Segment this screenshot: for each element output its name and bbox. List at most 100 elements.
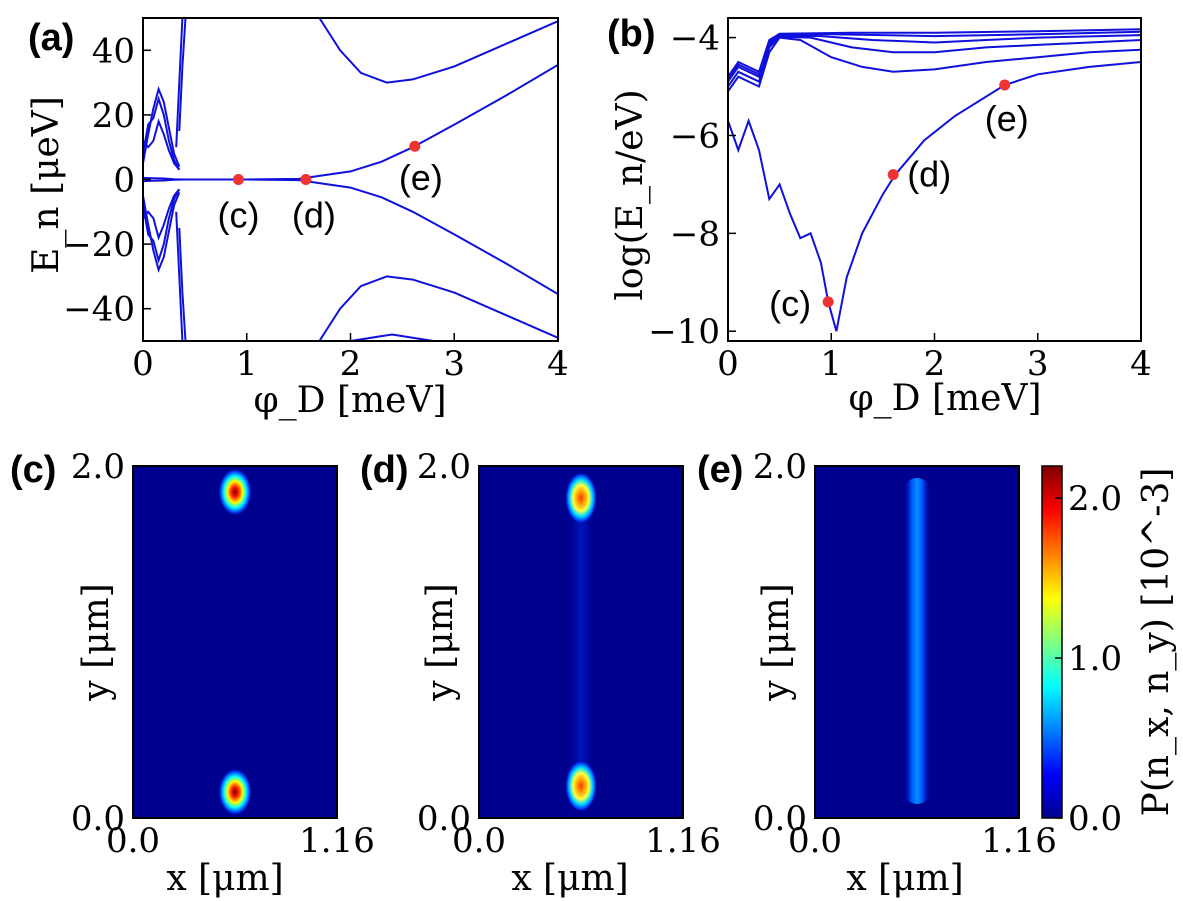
panel-a-ytick-label: 40	[92, 31, 135, 71]
heatmap-c-peak-top	[218, 468, 252, 516]
panel-b-xtick-label: 4	[1130, 344, 1152, 384]
heatmap-d-ylabel: y [μm]	[420, 583, 461, 701]
colorbar-tick-label: 0.0	[1068, 799, 1122, 839]
panel-b-ytick-label: −4	[670, 19, 720, 59]
panel-a-series-2	[318, 18, 558, 84]
panel-a-curves	[143, 18, 558, 341]
panel-a-ytick-label: 0	[113, 161, 135, 201]
heatmap-c-peak-bottom	[218, 768, 252, 816]
heatmap-d-frame	[478, 465, 684, 819]
panel-a-ytick-label: 20	[92, 96, 135, 136]
colorbar: 0.0 1.0 2.0 P(n_x, n_y) [10^-3]	[1041, 465, 1177, 839]
panel-label-e: (e)	[697, 449, 743, 491]
panel-a-series-10	[143, 188, 181, 241]
heatmap-e-ytick-bottom: 0.0	[753, 799, 807, 839]
panel-b-markers: (c) (d) (e)	[769, 79, 1029, 324]
heatmap-e-xtick-left: 0.0	[788, 821, 842, 861]
heatmap-d-xtick-right: 1.16	[645, 821, 721, 861]
panel-a-series-5	[143, 85, 181, 167]
panel-a-series-0	[143, 63, 558, 181]
panel-b-series-3	[728, 34, 1141, 83]
panel-a-marker-label-2: (e)	[399, 157, 443, 198]
panel-a-xtick-label: 3	[443, 344, 465, 384]
panel-a-series-4	[350, 333, 434, 341]
heatmap-c-ylabel: y [μm]	[76, 583, 117, 701]
panel-a-series-13	[175, 211, 184, 341]
heatmap-e-ylabel: y [μm]	[756, 583, 797, 701]
panel-b-marker-label-1: (d)	[907, 154, 951, 195]
panel-label-d: (d)	[360, 449, 409, 491]
heatmap-c-xtick-left: 0.0	[106, 821, 160, 861]
panel-b-xtick-label: 3	[1027, 344, 1049, 384]
panel-b-marker-1	[887, 169, 899, 181]
panel-b-marker-0	[822, 296, 834, 308]
panel-a-ticks: 0 1 2 3 4 40 20 0 −20 −40	[63, 31, 569, 384]
panel-c: (c) 2.0 0.0 0.0 1.16 x [μm] y [μm]	[10, 447, 375, 899]
heatmap-d-ytick-bottom: 0.0	[417, 799, 471, 839]
panel-a-series-9	[143, 188, 181, 264]
panel-label-a: (a)	[28, 17, 74, 59]
panel-d: (d) 2.0 0.0 0.0 1.16 x [μm] y [μm]	[360, 447, 721, 899]
panel-b-curves	[728, 28, 1141, 332]
panel-b-ylabel: log(E_n/eV)	[610, 89, 651, 300]
heatmap-c-ytick-bottom: 0.0	[71, 799, 125, 839]
heatmap-d-xlabel: x [μm]	[511, 858, 628, 899]
panel-a-marker-label-1: (d)	[292, 195, 336, 236]
panel-b-ticks: 0 1 2 3 4 −4 −6 −8 −10	[648, 19, 1152, 384]
panel-a-xtick-label: 0	[132, 344, 154, 384]
panel-a-xtick-label: 2	[340, 344, 362, 384]
heatmap-e-xlabel: x [μm]	[846, 858, 963, 899]
panel-a-ylabel: E_n [μeV]	[26, 96, 67, 274]
heatmap-e-ytick-top: 2.0	[753, 447, 807, 487]
panel-a-xtick-label: 1	[236, 344, 258, 384]
panel-b-ytick-label: −10	[648, 312, 720, 352]
heatmap-c-xtick-right: 1.16	[299, 821, 375, 861]
panel-a-series-12	[178, 18, 187, 132]
panel-a-series-3	[318, 275, 558, 341]
heatmap-e-xtick-right: 1.16	[981, 821, 1057, 861]
panel-b-ytick-label: −8	[670, 214, 720, 254]
panel-a-marker-1	[300, 174, 312, 185]
heatmap-c-ytick-top: 2.0	[71, 447, 125, 487]
heatmap-c-background	[133, 466, 337, 818]
colorbar-tick-label: 2.0	[1068, 479, 1122, 519]
heatmap-d-xtick-left: 0.0	[452, 821, 506, 861]
panel-label-c: (c)	[10, 449, 56, 491]
panel-a-markers: (c) (d) (e)	[217, 140, 443, 236]
panel-a-series-1	[143, 178, 558, 296]
panel-a-marker-2	[409, 140, 421, 152]
panel-b-series-1	[728, 36, 1141, 92]
panel-e: (e) 2.0 0.0 0.0 1.16 x [μm] y [μm]	[697, 447, 1057, 899]
panel-b-xtick-label: 2	[924, 344, 946, 384]
panel-b-marker-label-0: (c)	[769, 283, 811, 324]
panel-a-xtick-label: 4	[547, 344, 569, 384]
panel-a-ytick-label: −40	[63, 290, 135, 330]
panel-b-marker-2	[999, 79, 1011, 91]
panel-a-series-14	[178, 227, 187, 341]
heatmap-c-frame	[132, 465, 338, 819]
panel-b-marker-label-2: (e)	[985, 98, 1029, 139]
panel-b: (b) 0 1 2 3 4 −4 −6 −8 −10 (c) (d) (e) φ_D [meV] l…	[607, 13, 1152, 419]
panel-label-b: (b)	[607, 13, 656, 55]
heatmap-d-peak-top	[565, 472, 597, 524]
panel-a: (a) 0 1 2 3 4 40 20 0 −20 −40 (c) (d) (e) φ_D [meV]…	[26, 17, 569, 421]
colorbar-gradient	[1041, 465, 1063, 819]
panel-b-series-5	[728, 28, 1141, 78]
panel-b-xtick-label: 1	[820, 344, 842, 384]
heatmap-e-frame	[814, 465, 1020, 819]
panel-a-series-7	[143, 118, 181, 171]
colorbar-label: P(n_x, n_y) [10^-3]	[1136, 468, 1177, 817]
panel-a-series-8	[143, 192, 181, 274]
panel-b-series-0	[728, 61, 1141, 332]
heatmap-e-stripe	[903, 478, 931, 804]
panel-a-marker-label-0: (c)	[217, 195, 259, 236]
panel-b-ytick-label: −6	[670, 116, 720, 156]
panel-a-series-6	[143, 95, 181, 171]
panel-a-series-11	[175, 18, 184, 148]
panel-b-xtick-label: 0	[717, 344, 739, 384]
heatmap-d-ytick-top: 2.0	[417, 447, 471, 487]
panel-a-xlabel: φ_D [meV]	[253, 380, 446, 421]
heatmap-d-peak-bottom	[565, 760, 597, 812]
heatmap-c-xlabel: x [μm]	[166, 858, 283, 899]
